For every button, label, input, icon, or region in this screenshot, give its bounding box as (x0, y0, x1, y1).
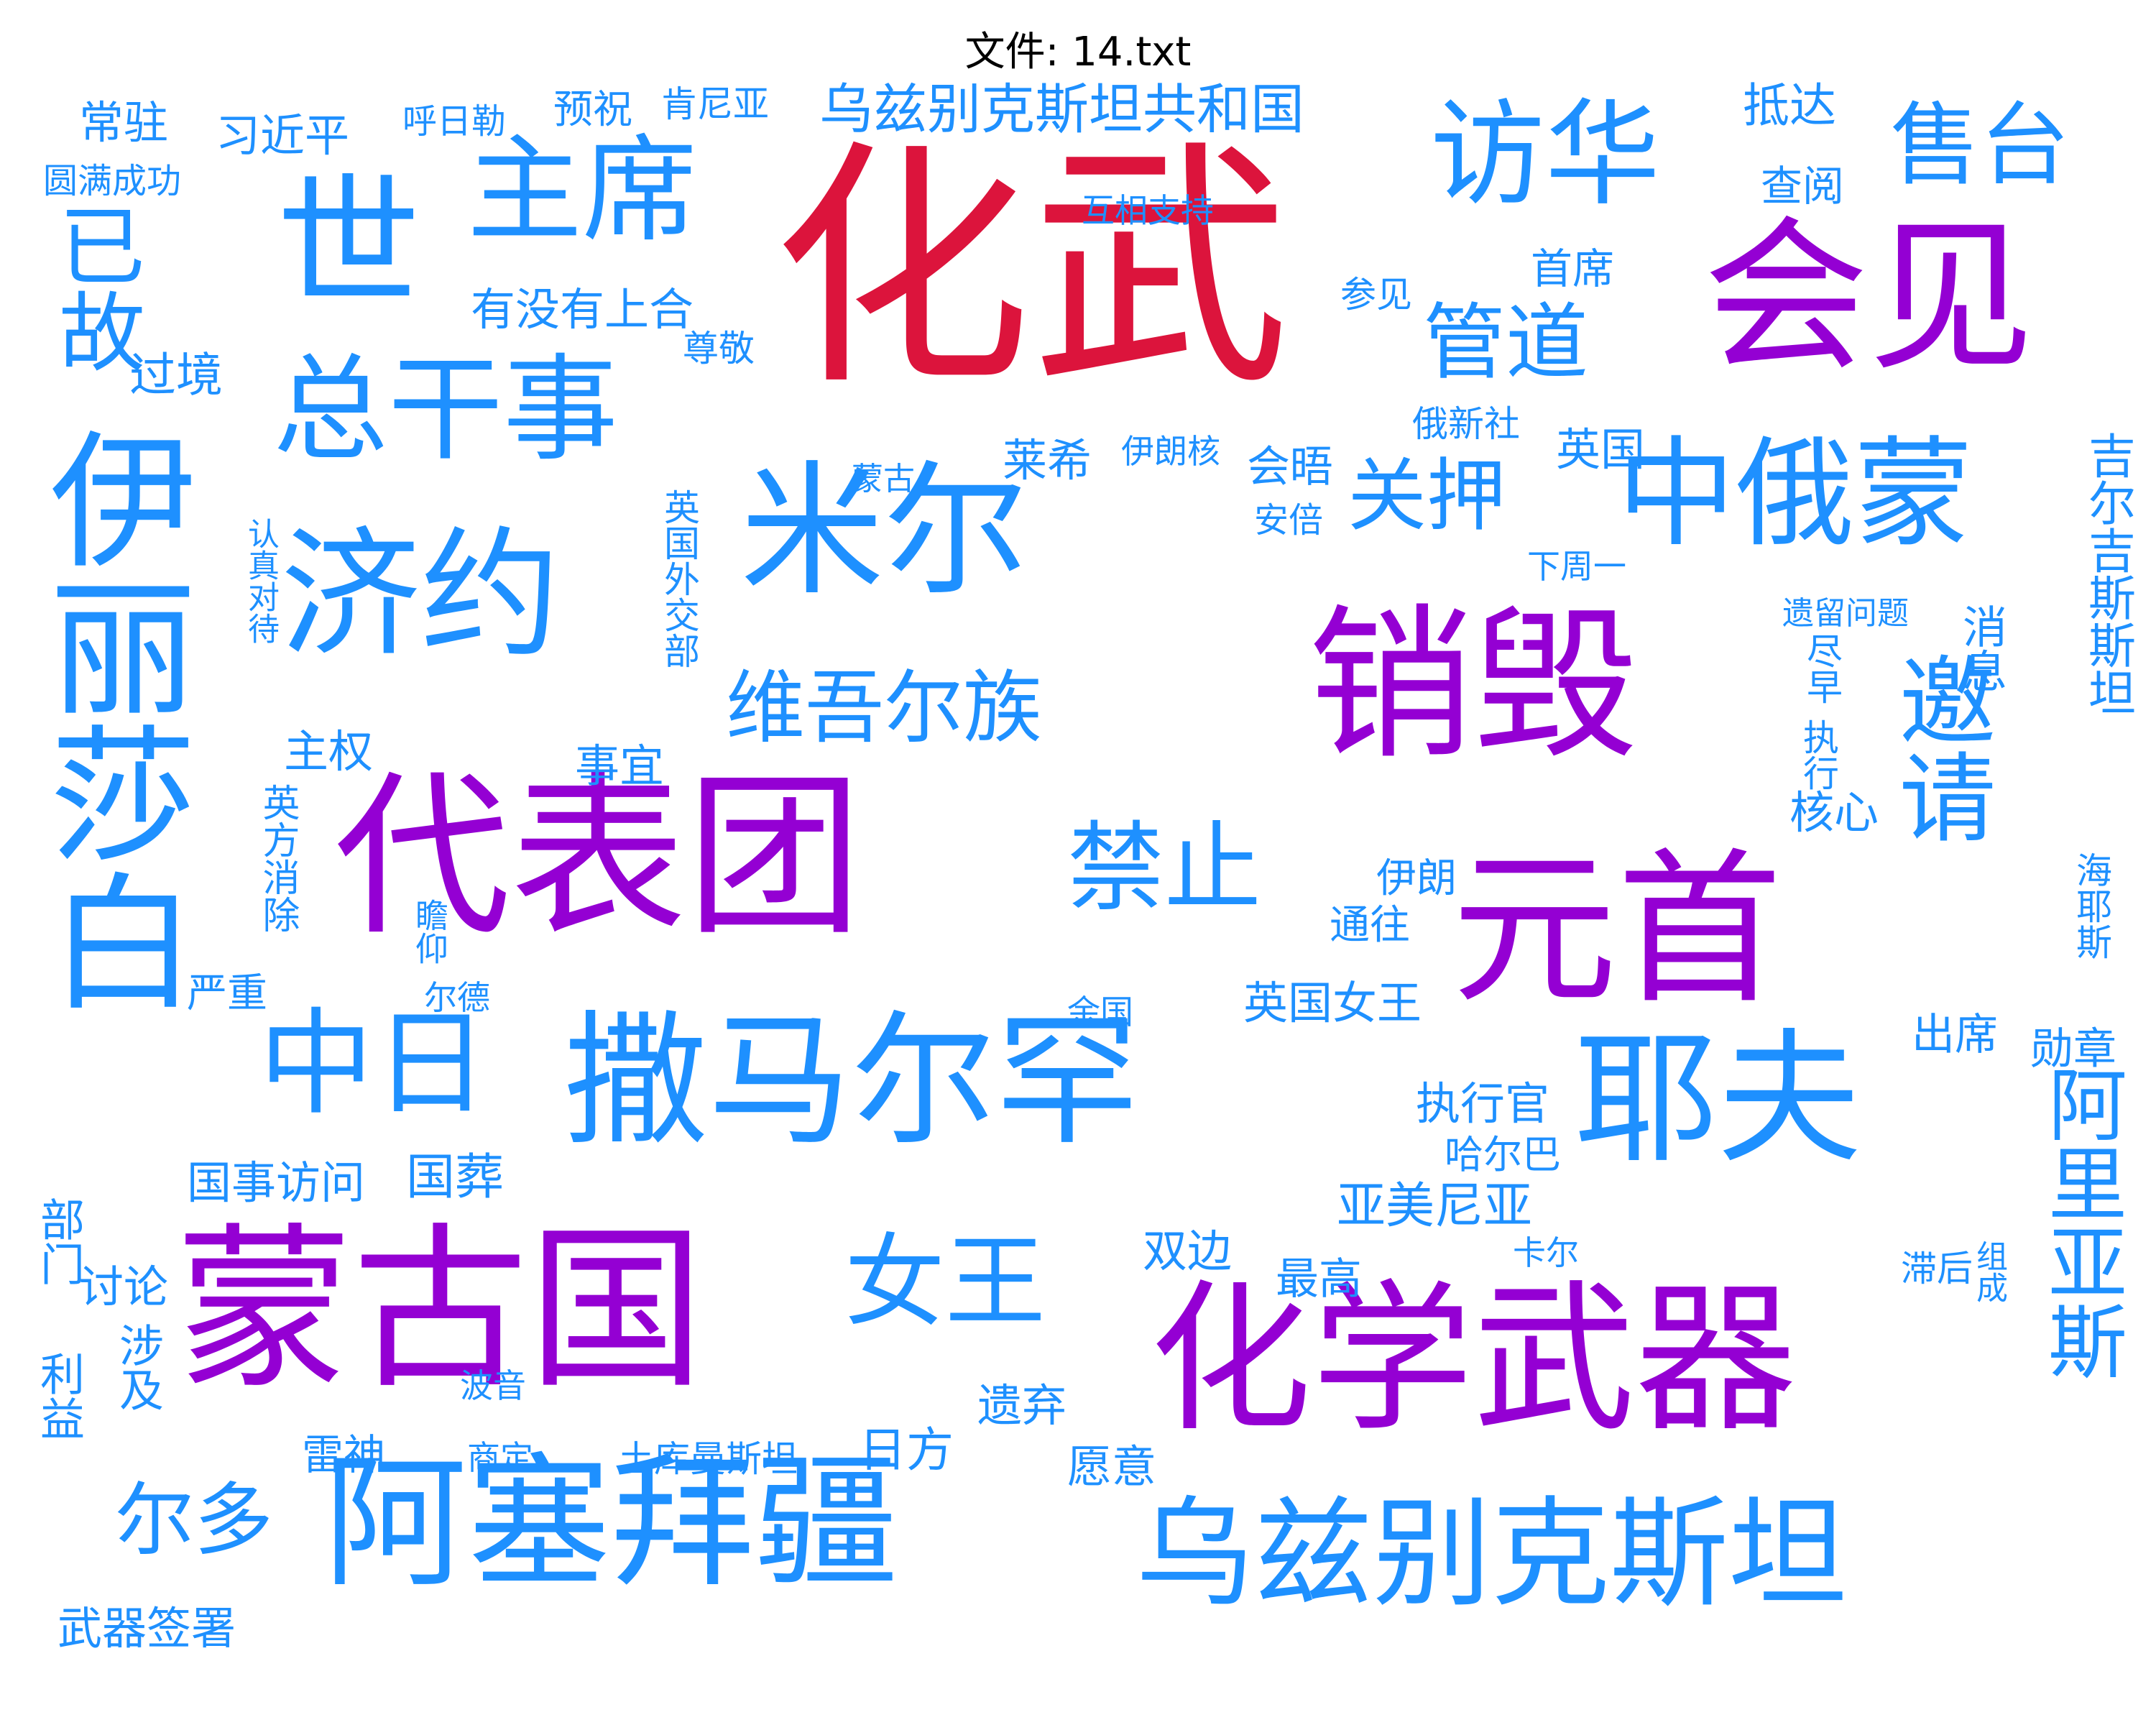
cloud-word: 管道 (1423, 295, 1589, 391)
cloud-word: 俄新社 (1412, 403, 1520, 445)
cloud-word: 代表团 (334, 755, 862, 960)
cloud-word: 国事访问 (187, 1156, 366, 1209)
cloud-word: 耶夫 (1574, 1016, 1862, 1183)
cloud-word: 查阅 (1761, 162, 1845, 211)
cloud-word: 商定 (467, 1438, 533, 1477)
cloud-word: 遗弃 (977, 1379, 1067, 1432)
cloud-word: 关押 (1348, 450, 1506, 542)
cloud-word: 核心 (1789, 786, 1879, 839)
cloud-word: 尔德 (424, 978, 490, 1017)
cloud-word: 禁止 (1067, 811, 1261, 924)
cloud-word: 雷神 (302, 1430, 386, 1479)
cloud-word: 阿塞拜疆 (323, 1440, 899, 1607)
cloud-word: 撒马尔罕 (564, 998, 1140, 1165)
cloud-word: 英国外交部 (658, 489, 700, 668)
cloud-word: 余国 (1067, 993, 1133, 1031)
cloud-word: 售台 (1890, 93, 2070, 198)
cloud-word: 执行 (1797, 719, 1839, 791)
cloud-word: 伊朗 (1376, 855, 1457, 902)
cloud-word: 认真对待 (242, 518, 279, 644)
cloud-word: 乌兹别克斯坦 (1135, 1485, 1847, 1623)
cloud-word: 参见 (1340, 274, 1412, 316)
cloud-word: 常驻 (79, 96, 169, 149)
cloud-word: 波音 (460, 1366, 526, 1405)
cloud-word: 部门 (32, 1197, 85, 1286)
cloud-word: 讨论 (79, 1261, 169, 1313)
cloud-word: 尔多 (115, 1474, 273, 1566)
cloud-word: 女王 (844, 1224, 1046, 1341)
cloud-word: 滞后 (1901, 1248, 1973, 1289)
cloud-word: 维吾尔族 (726, 662, 1042, 754)
cloud-word: 世 (277, 160, 421, 328)
cloud-word: 下周一 (1527, 547, 1626, 586)
cloud-word: 主权 (284, 725, 374, 778)
cloud-word: 愿意 (1067, 1440, 1157, 1493)
cloud-word: 利益 (32, 1351, 85, 1440)
cloud-word: 亚美尼亚 (1337, 1178, 1533, 1235)
cloud-word: 事宜 (575, 740, 665, 792)
cloud-word: 日方 (859, 1422, 954, 1478)
cloud-word: 主席 (467, 123, 698, 257)
cloud-word: 蒙古国 (176, 1208, 704, 1412)
cloud-word: 瞻仰 (410, 898, 449, 965)
cloud-word: 伊朗核 (1121, 432, 1220, 471)
cloud-word: 消息 (1955, 604, 2007, 693)
cloud-word: 访华 (1430, 87, 1661, 221)
cloud-word: 国葬 (406, 1149, 505, 1206)
cloud-word: 习近平 (216, 109, 350, 162)
cloud-word: 出席 (1912, 1010, 1998, 1060)
cloud-word: 销毁 (1308, 590, 1639, 782)
cloud-word: 阿里亚斯 (2035, 1064, 2127, 1380)
cloud-word: 化学武器 (1150, 1266, 1797, 1454)
cloud-word: 吉尔吉斯斯坦 (2081, 431, 2136, 716)
cloud-word: 互相支持 (1082, 191, 1214, 230)
cloud-word: 海耶斯 (2070, 852, 2112, 960)
cloud-word: 执行官 (1416, 1077, 1550, 1130)
cloud-word: 首席 (1531, 244, 1615, 293)
cloud-word: 组成 (1971, 1240, 2007, 1303)
cloud-word: 莱希 (1003, 434, 1092, 487)
cloud-word: 肯尼亚 (661, 83, 769, 125)
cloud-word: 呼日勒 (402, 101, 507, 142)
cloud-word: 英国女王 (1243, 977, 1422, 1029)
cloud-word: 济约 (280, 513, 561, 676)
cloud-word: 元首 (1452, 834, 1783, 1026)
figure-title: 文件: 14.txt (964, 29, 1192, 75)
cloud-word: 通往 (1330, 902, 1410, 949)
cloud-word: 化武 (773, 119, 1290, 420)
cloud-word: 英方消除 (256, 783, 299, 933)
cloud-word: 圆满成功 (43, 161, 182, 201)
cloud-word: 尽早 (1801, 632, 1843, 704)
cloud-word: 哈尔巴 (1445, 1132, 1561, 1177)
cloud-word: 土库曼斯坦 (618, 1438, 798, 1480)
cloud-word: 勋章 (2030, 1024, 2116, 1075)
cloud-word: 蒙古 (852, 461, 915, 497)
cloud-word: 卡尔 (1513, 1233, 1579, 1272)
cloud-word: 抵达 (1743, 79, 1837, 133)
cloud-word: 英国 (1556, 423, 1646, 476)
cloud-word: 已故 (44, 201, 144, 374)
cloud-word: 乌兹别克斯坦共和国 (819, 78, 1305, 141)
cloud-word: 过境 (129, 349, 224, 402)
cloud-word: 会见 (1703, 202, 2035, 394)
cloud-word: 安倍 (1254, 500, 1324, 540)
cloud-word: 中俄蒙 (1617, 425, 1973, 563)
cloud-word: 米尔 (740, 448, 1028, 615)
cloud-word: 尊敬 (683, 328, 755, 369)
cloud-word: 有没有上合 (471, 283, 694, 336)
cloud-word: 武器签署 (57, 1602, 236, 1655)
cloud-word: 遗留问题 (1782, 595, 1909, 632)
cloud-word: 伊丽莎白 (24, 424, 195, 1013)
cloud-word: 邀请 (1882, 650, 1995, 845)
cloud-word: 中日 (259, 996, 489, 1131)
cloud-word: 预祝 (553, 86, 633, 132)
cloud-word: 总干事 (273, 342, 619, 477)
cloud-word: 最高 (1276, 1254, 1362, 1305)
cloud-word: 涉及 (111, 1322, 164, 1412)
cloud-word: 双边 (1143, 1225, 1233, 1277)
cloud-word: 会晤 (1247, 442, 1333, 492)
cloud-word: 严重 (187, 970, 267, 1017)
